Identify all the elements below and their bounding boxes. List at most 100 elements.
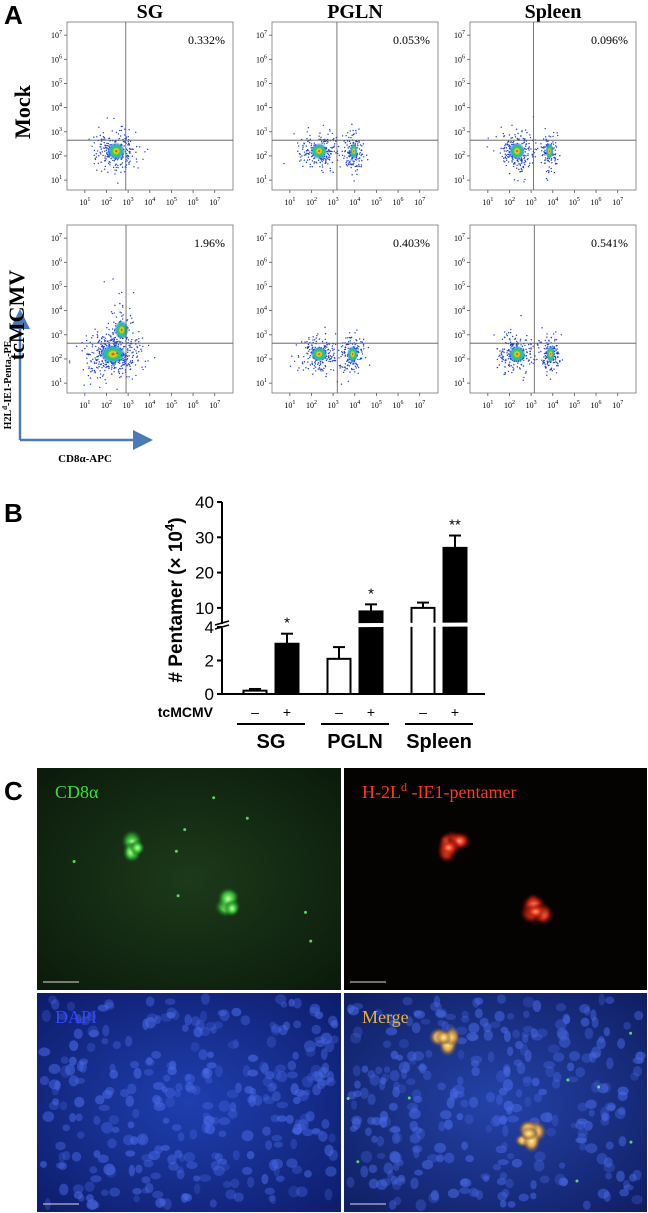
event-dot — [129, 366, 130, 367]
event-dot — [499, 350, 500, 351]
event-dot — [111, 373, 112, 374]
nucleus — [456, 1113, 463, 1120]
event-dot — [131, 363, 132, 364]
event-dot — [306, 341, 307, 342]
nucleus — [411, 1106, 417, 1113]
nucleus — [369, 1074, 379, 1086]
x-tick-label: 107 — [209, 400, 220, 410]
event-dot — [510, 329, 511, 330]
event-dot — [132, 351, 133, 352]
event-dot — [345, 349, 346, 350]
nucleus — [134, 1068, 142, 1079]
event-dot — [97, 331, 98, 332]
event-dot — [92, 370, 93, 371]
nucleus — [410, 1178, 418, 1189]
event-dot — [121, 315, 122, 316]
event-dot — [343, 140, 344, 141]
nucleus — [425, 1050, 432, 1058]
event-dot — [517, 133, 518, 134]
event-dot — [361, 164, 362, 165]
x-tick-label-part: 10 — [547, 198, 555, 207]
nucleus — [590, 1009, 596, 1021]
event-dot — [360, 341, 361, 342]
event-dot — [504, 336, 505, 337]
event-dot — [514, 134, 515, 135]
event-dot — [325, 339, 326, 340]
y-tick-label-part: 7 — [462, 233, 465, 239]
event-dot — [525, 149, 526, 150]
y-tick-label-part: 2 — [264, 151, 267, 157]
x-tick-label-part: 1 — [87, 400, 90, 406]
event-dot — [342, 151, 343, 152]
nucleus — [386, 1027, 398, 1035]
event-dot — [316, 162, 317, 163]
event-dot — [119, 138, 120, 139]
event-dot — [90, 377, 91, 378]
nucleus — [184, 1152, 195, 1162]
event-dot — [551, 162, 552, 163]
event-dot — [311, 361, 312, 362]
event-dot — [339, 166, 340, 167]
event-dot — [81, 350, 82, 351]
event-dot — [345, 142, 346, 143]
event-dot — [299, 160, 300, 161]
event-dot — [355, 132, 356, 133]
event-dot — [318, 135, 319, 136]
nucleus — [598, 1189, 610, 1199]
x-tick-label-part: 10 — [123, 401, 131, 410]
event-dot — [520, 315, 521, 316]
event-dot — [358, 142, 359, 143]
nucleus — [500, 1200, 507, 1208]
event-dot — [111, 361, 112, 362]
event-dot — [508, 161, 509, 162]
y-tick-label: 0 — [205, 685, 214, 704]
event-dot — [347, 165, 348, 166]
nucleus — [475, 998, 483, 1005]
event-dot — [529, 146, 530, 147]
event-dot — [316, 335, 317, 336]
event-dot — [530, 137, 531, 138]
event-dot — [112, 130, 113, 131]
nucleus — [460, 1179, 469, 1187]
event-dot — [117, 341, 118, 342]
x-tick-label-part: 6 — [599, 197, 602, 203]
event-dot — [118, 369, 119, 370]
x-tick-label: 101 — [284, 400, 295, 410]
speck — [183, 828, 186, 831]
event-dot — [508, 156, 509, 157]
event-dot — [318, 160, 319, 161]
event-dot — [108, 323, 109, 324]
event-dot — [521, 168, 522, 169]
event-dot — [123, 364, 124, 365]
x-group-label: tcMCMV — [158, 704, 214, 720]
nucleus — [496, 1095, 503, 1106]
event-dot — [108, 368, 109, 369]
event-dot — [516, 167, 517, 168]
event-dot — [544, 360, 545, 361]
event-dot — [515, 338, 516, 339]
nucleus — [617, 1038, 625, 1049]
y-tick-label: 40 — [195, 493, 214, 512]
nucleus — [102, 1090, 113, 1099]
y-tick-label-part: 2 — [264, 354, 267, 360]
event-dot — [513, 141, 514, 142]
event-dot — [357, 166, 358, 167]
event-dot — [335, 140, 336, 141]
event-dot — [557, 135, 558, 136]
event-dot — [120, 341, 121, 342]
event-dot — [354, 332, 355, 333]
y-tick-label-part: 3 — [462, 330, 465, 336]
percentage: 0.053% — [393, 33, 430, 47]
nucleus — [507, 1116, 519, 1123]
event-dot — [555, 142, 556, 143]
event-dot — [104, 142, 105, 143]
x-tick-label: 105 — [371, 197, 382, 207]
event-dot — [142, 337, 143, 338]
event-dot — [552, 136, 553, 137]
event-dot — [330, 168, 331, 169]
event-dot — [98, 366, 99, 367]
event-dot — [308, 127, 309, 128]
event-dot — [108, 138, 109, 139]
density-core — [107, 142, 125, 159]
nucleus — [392, 1133, 400, 1144]
